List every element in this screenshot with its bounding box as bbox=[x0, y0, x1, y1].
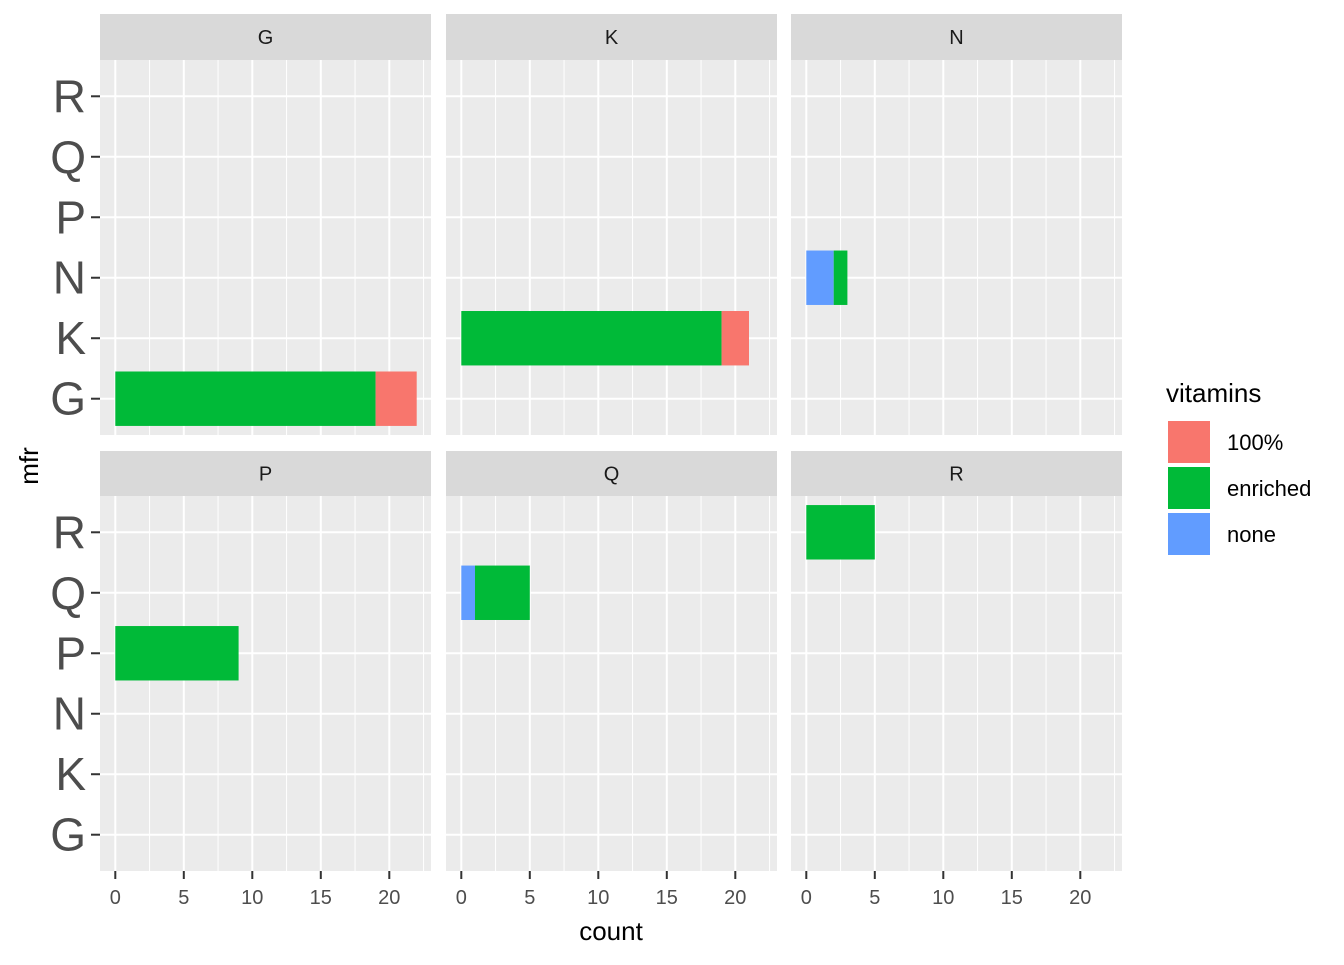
panel-background bbox=[100, 496, 431, 871]
panel-background bbox=[446, 60, 777, 435]
facet-strip-label: R bbox=[949, 464, 963, 486]
y-tick-label: G bbox=[50, 809, 86, 861]
facet-strip-P bbox=[100, 451, 431, 496]
legend-key-enriched bbox=[1166, 465, 1212, 511]
facet-strip-N bbox=[791, 14, 1122, 60]
bar-segment-P-P-enriched bbox=[115, 626, 239, 681]
x-tick-label: 0 bbox=[110, 887, 121, 909]
y-tick-label: Q bbox=[50, 131, 86, 183]
legend-label: 100% bbox=[1227, 430, 1283, 455]
y-tick-label: G bbox=[50, 373, 86, 425]
y-tick-label: R bbox=[53, 506, 86, 558]
x-tick-label: 5 bbox=[524, 887, 535, 909]
facet-strip-Q bbox=[446, 451, 777, 496]
facet-strip-G bbox=[100, 14, 431, 60]
facet-strip-label: Q bbox=[604, 464, 620, 486]
bar-segment-Q-Q-enriched bbox=[475, 565, 530, 620]
facet-strip-label: K bbox=[605, 27, 619, 49]
bar-segment-Q-Q-none bbox=[461, 565, 475, 620]
x-tick-label: 15 bbox=[656, 887, 678, 909]
facet-strip-K bbox=[446, 14, 777, 60]
bar-segment-G-G-enriched bbox=[115, 371, 376, 426]
y-tick-label: K bbox=[55, 312, 86, 364]
facet-strip-label: G bbox=[258, 27, 274, 49]
x-tick-label: 20 bbox=[724, 887, 746, 909]
y-tick-label: R bbox=[53, 70, 86, 122]
y-tick-label: N bbox=[53, 252, 86, 304]
facet-strip-R bbox=[791, 451, 1122, 496]
x-tick-label: 0 bbox=[456, 887, 467, 909]
y-tick-label: N bbox=[53, 688, 86, 740]
bar-segment-N-N-enriched bbox=[833, 250, 848, 305]
y-tick-label: Q bbox=[50, 567, 86, 619]
bar-segment-R-R-enriched bbox=[806, 505, 875, 560]
facet-strip-label: P bbox=[259, 464, 272, 486]
legend-key-100pct bbox=[1166, 419, 1212, 465]
x-tick-label: 10 bbox=[587, 887, 609, 909]
x-tick-label: 20 bbox=[378, 887, 400, 909]
bar-segment-K-K-100pct bbox=[721, 311, 749, 366]
bar-segment-N-N-none bbox=[806, 250, 834, 305]
x-tick-label: 5 bbox=[869, 887, 880, 909]
legend-label: none bbox=[1227, 522, 1276, 547]
y-tick-label: K bbox=[55, 748, 86, 800]
x-tick-label: 10 bbox=[241, 887, 263, 909]
facet-strip-label: N bbox=[949, 27, 963, 49]
y-axis-title: mfr bbox=[14, 447, 44, 485]
bar-segment-K-K-enriched bbox=[461, 311, 722, 366]
x-tick-label: 5 bbox=[178, 887, 189, 909]
bar-segment-G-G-100pct bbox=[375, 371, 417, 426]
x-tick-label: 20 bbox=[1069, 887, 1091, 909]
x-tick-label: 15 bbox=[310, 887, 332, 909]
panel-background bbox=[446, 496, 777, 871]
legend-label: enriched bbox=[1227, 476, 1311, 501]
x-tick-label: 15 bbox=[1001, 887, 1023, 909]
panel-background bbox=[791, 60, 1122, 435]
x-tick-label: 10 bbox=[932, 887, 954, 909]
legend-key-none bbox=[1166, 511, 1212, 557]
legend-title: vitamins bbox=[1166, 378, 1261, 408]
y-tick-label: P bbox=[55, 191, 86, 243]
x-tick-label: 0 bbox=[801, 887, 812, 909]
y-tick-label: P bbox=[55, 627, 86, 679]
x-axis-title: count bbox=[579, 916, 643, 946]
